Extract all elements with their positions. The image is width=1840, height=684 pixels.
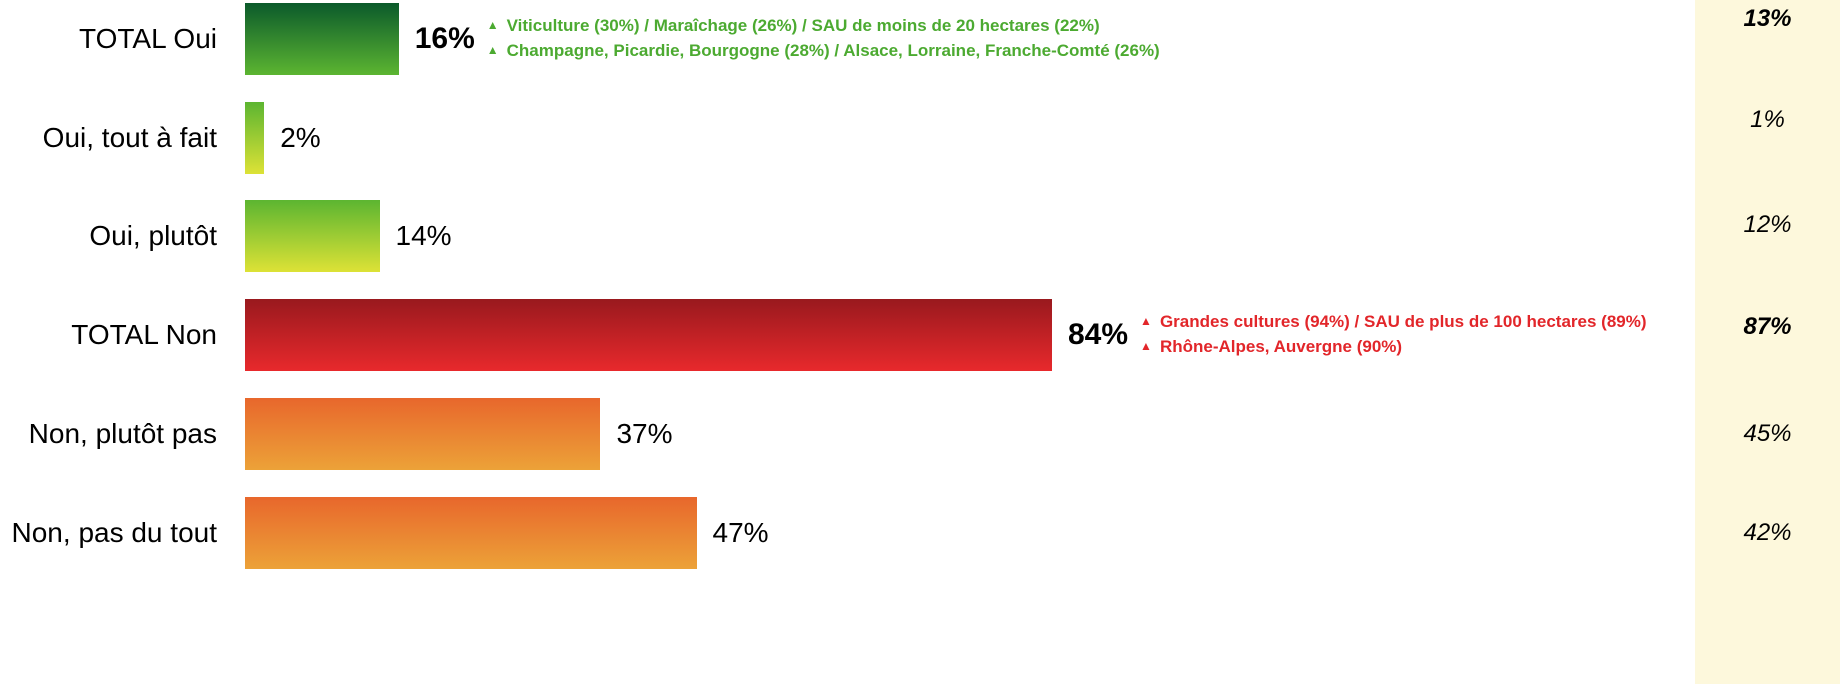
annotation: Grandes cultures (94%) / SAU de plus de …: [1140, 310, 1647, 360]
value-label: 16%: [414, 22, 475, 55]
category-label: Non, plutôt pas: [28, 417, 217, 449]
comparison-value: 13%: [1743, 5, 1792, 32]
annotation-line: Champagne, Picardie, Bourgogne (28%) / A…: [487, 39, 1160, 64]
category-label: Oui, tout à fait: [42, 121, 217, 153]
comparison-value: 87%: [1743, 313, 1792, 341]
comparison-value: 1%: [1750, 105, 1785, 133]
bar: [245, 299, 1052, 372]
value-label: 37%: [616, 417, 673, 449]
bar: [245, 496, 697, 569]
bar-row: 47%: [245, 496, 769, 569]
value-label: 84%: [1068, 318, 1129, 352]
annotation-line: Viticulture (30%) / Maraîchage (26%) / S…: [487, 14, 1160, 39]
comparison-value: 12%: [1743, 211, 1792, 239]
value-label: 2%: [280, 121, 321, 153]
comparison-column: [1695, 0, 1840, 684]
bar-row: 2%: [245, 101, 321, 174]
value-label: 14%: [395, 220, 452, 252]
comparison-value: 45%: [1743, 419, 1792, 447]
bar: [245, 101, 265, 174]
annotation: Viticulture (30%) / Maraîchage (26%) / S…: [487, 14, 1160, 64]
annotation-line: Rhône-Alpes, Auvergne (90%): [1140, 335, 1646, 360]
bar: [245, 200, 380, 273]
bar-row: 14%: [245, 200, 452, 273]
category-label: Non, pas du tout: [11, 516, 217, 548]
bar-row: 37%: [245, 397, 673, 470]
value-label: 47%: [712, 516, 769, 548]
annotation-line: Grandes cultures (94%) / SAU de plus de …: [1140, 310, 1647, 335]
category-label: Oui, plutôt: [89, 220, 217, 252]
category-label: TOTAL Oui: [79, 23, 217, 54]
bar: [245, 397, 601, 470]
bar: [245, 3, 399, 75]
category-label: TOTAL Non: [71, 319, 217, 351]
comparison-value: 42%: [1743, 518, 1792, 546]
bar-row: 84% Grandes cultures (94%) / SAU de plus …: [245, 299, 1647, 372]
bar-row: 16% Viticulture (30%) / Maraîchage (26%) …: [245, 3, 1160, 75]
